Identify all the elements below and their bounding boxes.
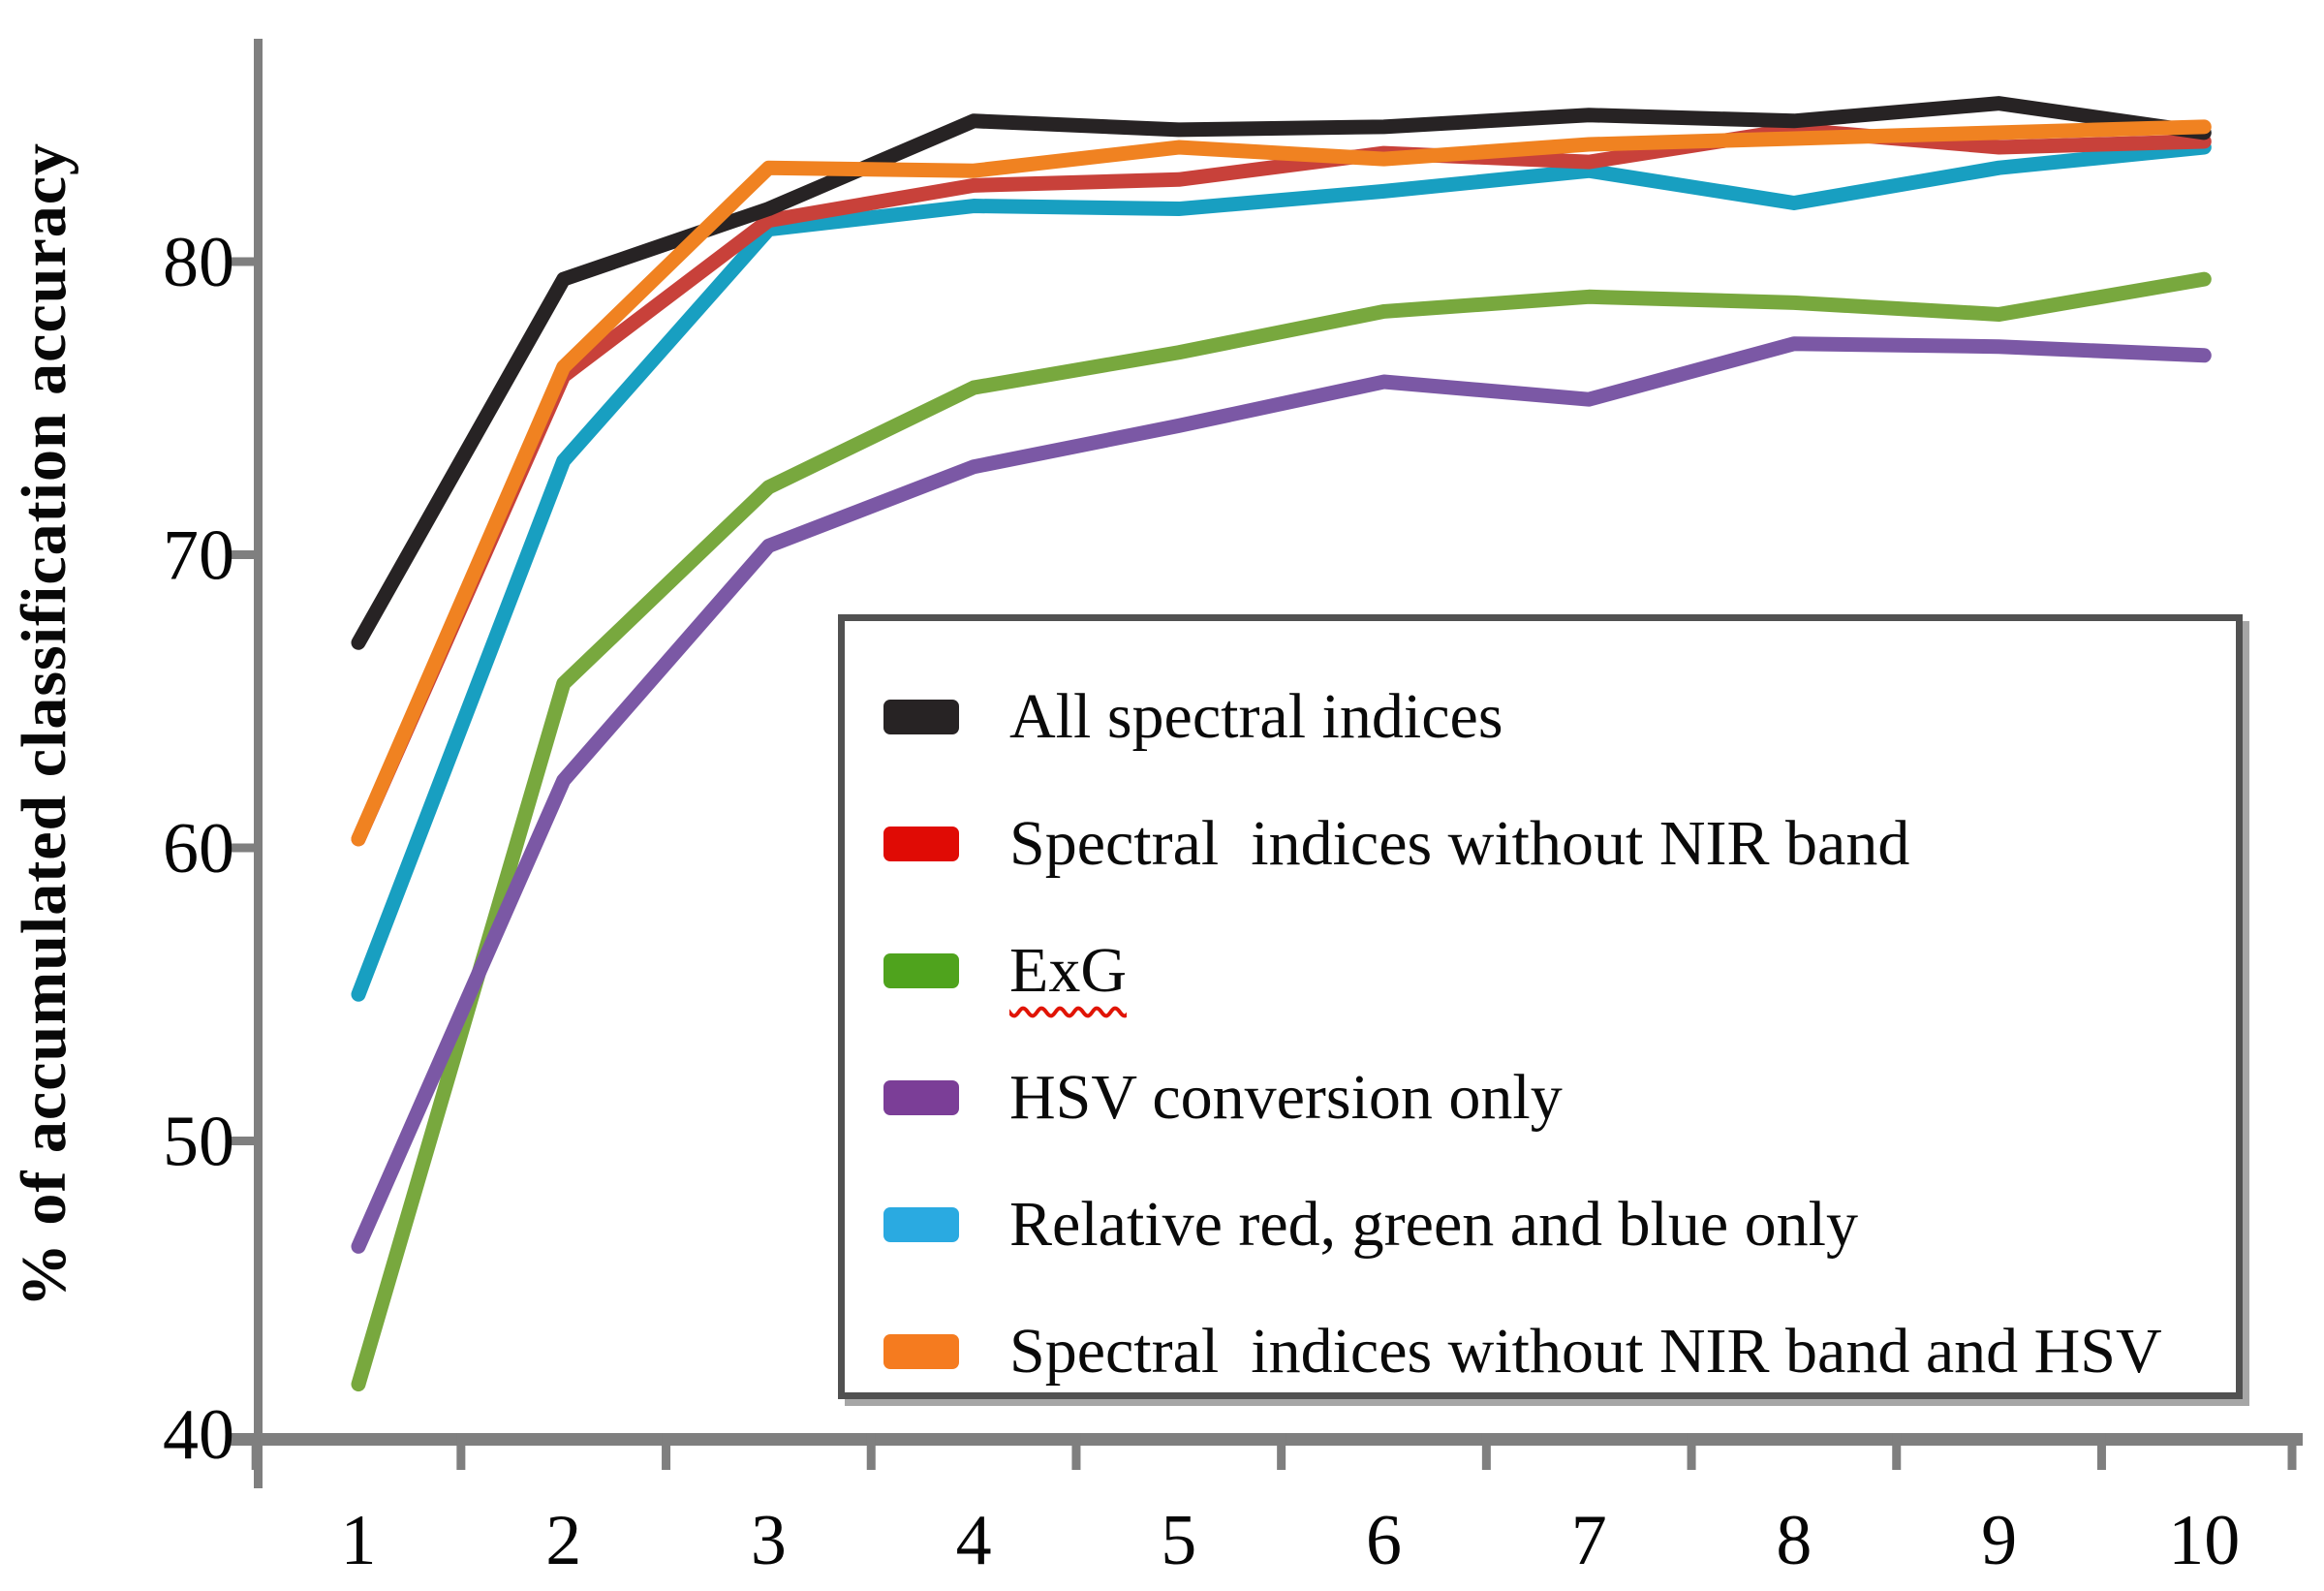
x-axis-tick (662, 1433, 671, 1470)
y-tick-label: 70 (163, 516, 234, 596)
series-line-spectral-indices-without-nir-band-and-hsv (351, 119, 2212, 847)
x-tick-label: 3 (751, 1501, 787, 1580)
legend-box: All spectral indices Spectral indices wit… (838, 614, 2243, 1399)
series-line-exg (351, 271, 2212, 1392)
x-axis-tick (1071, 1433, 1081, 1470)
y-axis-tick (228, 550, 254, 559)
x-axis-tick (1277, 1433, 1286, 1470)
x-tick-label: 4 (956, 1501, 992, 1580)
legend-label: HSV conversion only (1009, 1062, 1563, 1133)
y-tick-label: 40 (163, 1395, 234, 1475)
legend-color-swatch (883, 1334, 959, 1369)
legend-color-swatch (883, 953, 959, 988)
y-tick-label: 80 (163, 223, 234, 302)
legend-color-swatch (883, 1207, 959, 1242)
legend-label: All spectral indices (1009, 681, 1503, 752)
series-line-all-spectral-indices (351, 96, 2212, 650)
x-axis-line (228, 1433, 2303, 1446)
x-tick-label: 8 (1776, 1501, 1812, 1580)
x-axis-tick (2096, 1433, 2106, 1470)
x-tick-label: 7 (1571, 1501, 1607, 1580)
x-axis-tick (1892, 1433, 1902, 1470)
y-axis-title: % of accumulated classification accuracy (9, 141, 79, 1308)
x-tick-label: 9 (1981, 1501, 2017, 1580)
x-axis-tick (1481, 1433, 1491, 1470)
legend-color-swatch (883, 827, 959, 861)
legend-label: Spectral indices without NIR band (1009, 808, 1910, 879)
x-tick-label: 10 (2168, 1501, 2240, 1580)
y-axis-line (254, 39, 263, 1488)
y-axis-tick (228, 1137, 254, 1145)
legend-label: ExG (1009, 935, 1127, 1006)
legend-color-swatch (883, 1080, 959, 1115)
legend-item: Spectral indices without NIR band (845, 810, 2236, 878)
x-axis-tick (2287, 1433, 2297, 1470)
y-tick-label: 50 (163, 1103, 234, 1182)
legend-color-swatch (883, 700, 959, 734)
x-axis-tick (1687, 1433, 1696, 1470)
x-axis-tick (456, 1433, 466, 1470)
legend-label: Relative red, green and blue only (1009, 1189, 1859, 1260)
y-axis-tick (228, 843, 254, 853)
y-axis-tick (228, 257, 254, 266)
legend-label: Spectral indices without NIR band and HS… (1009, 1316, 2162, 1387)
legend-item: Spectral indices without NIR band and HS… (845, 1318, 2236, 1386)
series-line-relative-red-green-and-blue-only (351, 140, 2212, 1002)
x-tick-label: 1 (341, 1501, 377, 1580)
y-tick-label: 60 (163, 809, 234, 889)
x-tick-label: 6 (1366, 1501, 1402, 1580)
legend-item: Relative red, green and blue only (845, 1191, 2236, 1259)
x-tick-label: 5 (1161, 1501, 1196, 1580)
legend-item: All spectral indices (845, 683, 2236, 751)
x-axis-tick (866, 1433, 876, 1470)
x-tick-label: 2 (545, 1501, 581, 1580)
legend-item: HSV conversion only (845, 1064, 2236, 1132)
x-axis-tick (251, 1433, 261, 1470)
legend-item: ExG (845, 937, 2236, 1005)
series-line-hsv-conversion-only (351, 336, 2212, 1254)
